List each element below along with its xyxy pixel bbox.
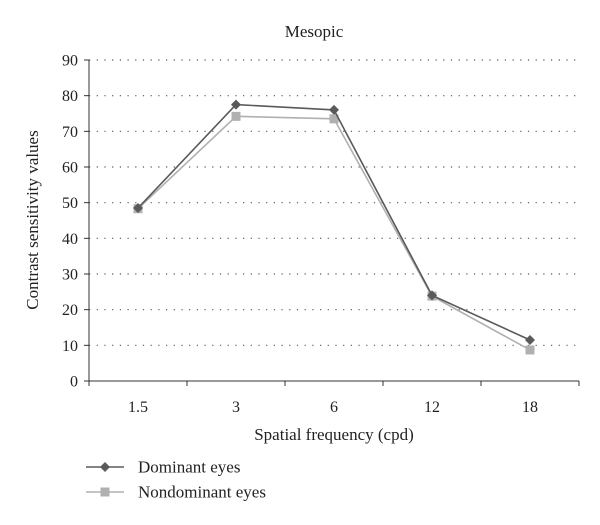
- data-point: [133, 203, 143, 214]
- data-point: [525, 334, 535, 345]
- legend-marker: [100, 487, 110, 497]
- legend: Dominant eyes Nondominant eyes: [86, 458, 266, 502]
- data-point: [427, 290, 437, 301]
- x-tick-label: 1.5: [128, 399, 148, 416]
- y-tick-labels: 0 10 20 30 40 50 60 70 80 90: [62, 53, 78, 391]
- y-tick-label: 40: [62, 231, 78, 248]
- legend-marker: [100, 462, 110, 472]
- legend-label: Nondominant eyes: [138, 483, 266, 502]
- axes: [84, 59, 580, 386]
- gridlines: [89, 59, 579, 346]
- y-tick-label: 80: [62, 88, 78, 105]
- y-tick-label: 30: [62, 267, 78, 284]
- y-tick-label: 50: [62, 195, 78, 212]
- y-axis-label: Contrast sensitivity values: [23, 130, 42, 309]
- y-tick-label: 10: [62, 338, 78, 355]
- series-line: [137, 103, 531, 341]
- y-tick-label: 90: [62, 53, 78, 70]
- legend-entry: Dominant eyes: [86, 458, 240, 477]
- x-tick-label: 18: [522, 399, 538, 416]
- series-group: [133, 99, 535, 355]
- data-point: [329, 114, 339, 124]
- series-1: [133, 99, 535, 345]
- y-tick-label: 70: [62, 124, 78, 141]
- y-tick-label: 60: [62, 160, 78, 177]
- data-point: [525, 345, 535, 355]
- chart-title: Mesopic: [285, 22, 344, 41]
- y-tick-label: 20: [62, 302, 78, 319]
- y-tick-label: 0: [70, 374, 78, 391]
- x-axis-label: Spatial frequency (cpd): [254, 425, 414, 444]
- x-tick-label: 12: [424, 399, 440, 416]
- x-tick-label: 3: [232, 399, 240, 416]
- data-point: [231, 99, 241, 110]
- data-point: [231, 111, 241, 121]
- legend-entry: Nondominant eyes: [86, 483, 266, 502]
- legend-label: Dominant eyes: [138, 458, 240, 477]
- series-line: [137, 115, 531, 351]
- data-point: [329, 104, 339, 115]
- x-tick-labels: 1.5 3 6 12 18: [128, 399, 538, 416]
- x-tick-label: 6: [330, 399, 338, 416]
